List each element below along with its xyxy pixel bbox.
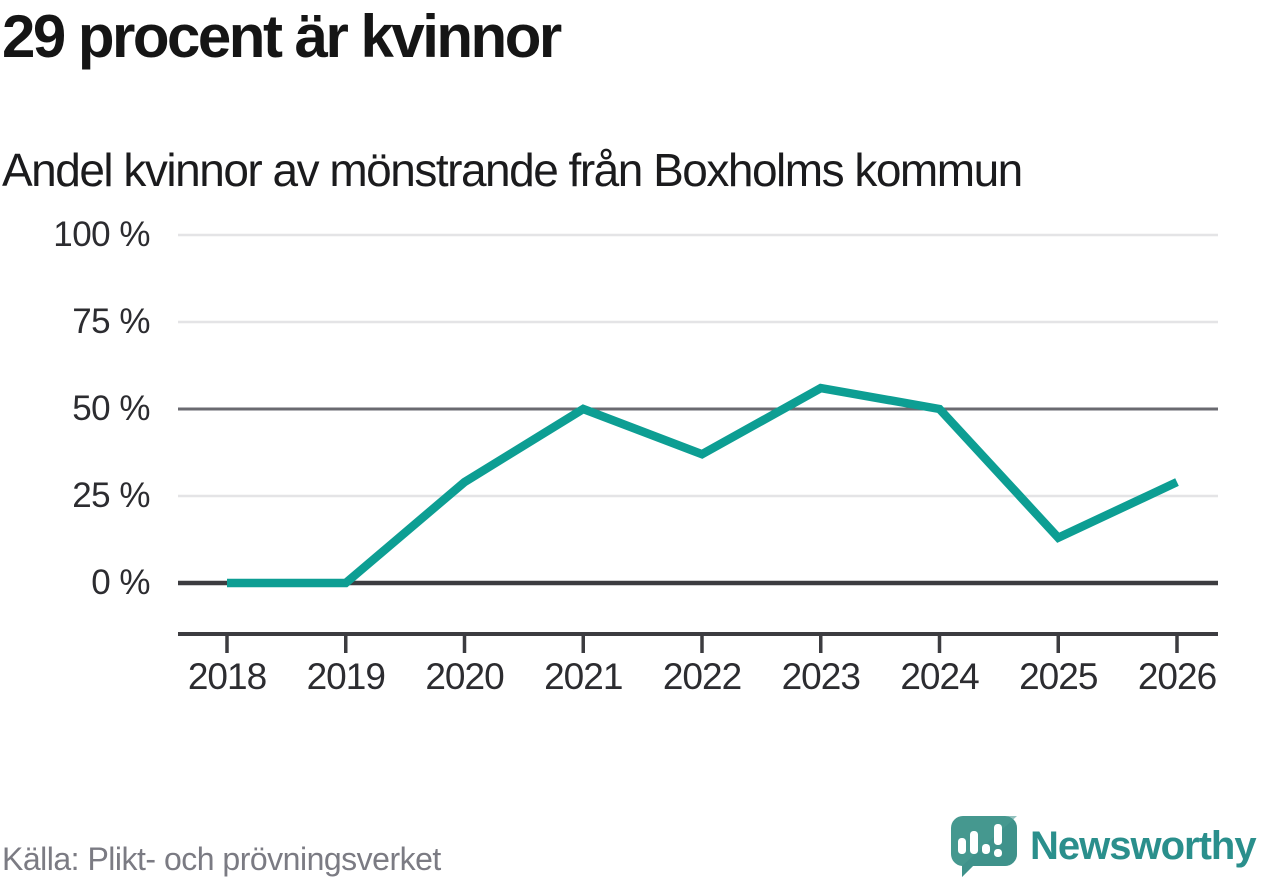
x-axis [178, 632, 1218, 653]
x-axis-tick-label: 2023 [781, 656, 861, 697]
x-axis-tick-label: 2020 [425, 656, 504, 697]
newsworthy-logo-icon [950, 816, 1017, 877]
series-line [227, 383, 1179, 588]
x-axis-tick-label: 2021 [544, 656, 623, 697]
data-line-series [227, 383, 1179, 588]
y-axis-tick-label: 100 % [53, 215, 150, 254]
y-axis-tick-label: 0 % [91, 563, 150, 602]
y-axis-tick-label: 75 % [72, 302, 150, 341]
gridlines [178, 233, 1218, 586]
x-axis-tick-label: 2026 [1137, 656, 1217, 697]
x-axis-tick-label: 2025 [1019, 656, 1098, 697]
source-caption: Källa: Plikt- och prövningsverket [2, 841, 441, 877]
chart-title: 29 procent är kvinnor [2, 3, 562, 70]
y-axis-tick-label: 50 % [72, 389, 150, 428]
newsworthy-brand: Newsworthy [946, 813, 1260, 879]
y-axis-tick-label: 25 % [72, 476, 150, 515]
x-axis-tick-label: 2024 [900, 656, 979, 697]
logo-bar-chart-glyph [958, 824, 1002, 857]
x-axis-tick-label: 2022 [662, 656, 742, 697]
chart-subtitle: Andel kvinnor av mönstrande från Boxholm… [2, 144, 1023, 196]
brand-name: Newsworthy [1030, 824, 1257, 868]
x-axis-tick-label: 2018 [187, 656, 267, 697]
x-axis-tick-label: 2019 [306, 656, 386, 697]
